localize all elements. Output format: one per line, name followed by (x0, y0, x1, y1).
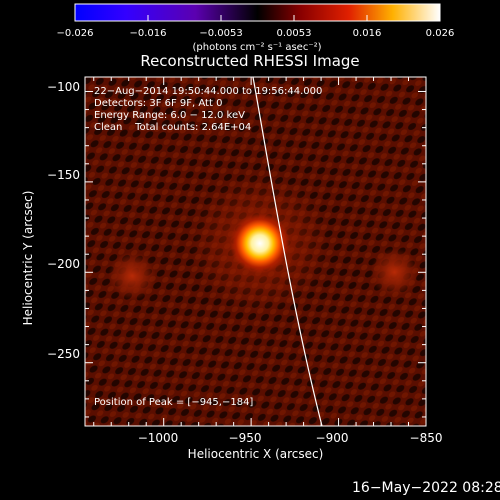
x-tick-label: −850 (409, 431, 443, 445)
peak-source (229, 213, 290, 274)
x-tick-label: −900 (315, 431, 349, 445)
colorbar-tick-label: −0.026 (56, 28, 93, 39)
limb-line (252, 77, 323, 426)
x-axis-label: Heliocentric X (arcsec) (187, 447, 324, 461)
colorbar-tick-label: −0.0053 (199, 28, 242, 39)
colorbar-gradient (74, 3, 441, 22)
colorbar-tick-label: 0.026 (426, 28, 455, 39)
colorbar-ticks (74, 15, 441, 21)
x-tick-label: −950 (228, 431, 262, 445)
peak-position-text: Position of Peak = [−945,−184] (94, 397, 254, 408)
colorbar-tick-label: 0.016 (353, 28, 382, 39)
y-tick-label: −150 (47, 168, 80, 182)
x-tick-label: −1000 (137, 431, 179, 445)
colorbar-units: (photons cm⁻² s⁻¹ asec⁻²) (192, 42, 321, 53)
secondary-source (370, 248, 419, 297)
info-line-energy: Energy Range: 6.0 − 12.0 keV (94, 110, 245, 121)
y-tick-label: −250 (47, 347, 80, 361)
colorbar-tick-label: −0.016 (129, 28, 166, 39)
timestamp: 16−May−2022 08:28 (352, 480, 500, 496)
plot-title: Reconstructed RHESSI Image (140, 52, 360, 70)
secondary-source (108, 251, 157, 300)
info-line-time: 22−Aug−2014 19:50:44.000 to 19:56:44.000 (94, 86, 323, 97)
colorbar: −0.026 −0.016 −0.0053 0.0053 0.016 0.026… (56, 3, 455, 53)
info-line-detectors: Detectors: 3F 6F 9F, Att 0 (94, 98, 223, 109)
colorbar-tick-label: 0.0053 (277, 28, 312, 39)
y-tick-label: −100 (47, 80, 80, 94)
plot-frame (84, 76, 427, 427)
y-tick-label: −200 (47, 257, 80, 271)
info-line-counts: Clean Total counts: 2.64E+04 (94, 122, 252, 133)
